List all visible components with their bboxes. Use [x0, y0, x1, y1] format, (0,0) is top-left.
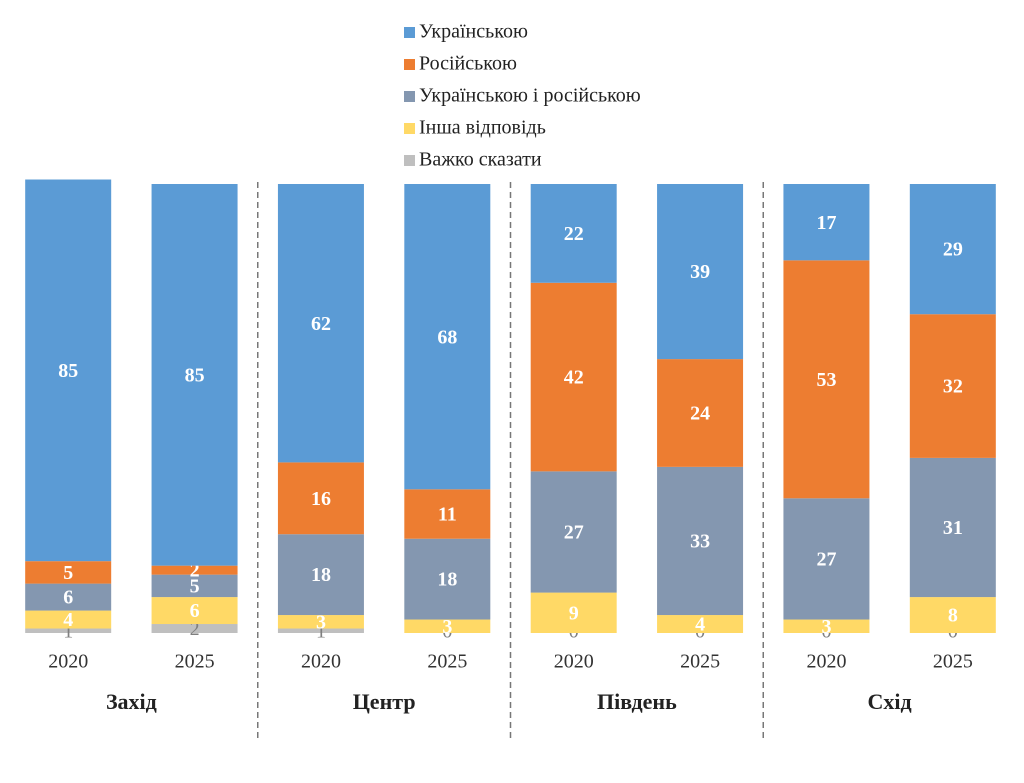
- data-label: 6: [63, 587, 73, 609]
- data-label: 32: [943, 376, 963, 398]
- bar-segment: [277, 628, 364, 633]
- legend-swatch: [404, 59, 415, 70]
- data-label: 8: [948, 605, 958, 627]
- bar-segment: [404, 538, 491, 620]
- bar-segment: [530, 184, 617, 283]
- x-tick-label: 2025: [427, 651, 467, 673]
- legend-label: Важко сказати: [419, 149, 542, 171]
- data-label: 5: [63, 562, 73, 584]
- x-tick-label: 2020: [48, 651, 88, 673]
- x-tick-label: 2025: [175, 651, 215, 673]
- data-label: 85: [185, 364, 205, 386]
- bar-segment: [277, 462, 364, 535]
- data-label: 31: [943, 517, 963, 539]
- data-label: 33: [690, 531, 710, 553]
- bar-segment: [25, 610, 112, 629]
- bar-segment: [404, 619, 491, 633]
- bar-segment: [277, 615, 364, 629]
- bar-segment: [404, 184, 491, 490]
- data-label: 4: [63, 609, 73, 631]
- bar-segment: [909, 184, 996, 315]
- bar-segment: [783, 260, 870, 499]
- group-label: Центр: [353, 689, 416, 714]
- x-tick-label: 2020: [806, 651, 846, 673]
- x-tick-label: 2020: [301, 651, 341, 673]
- bar-segment: [25, 179, 112, 562]
- data-label: 4: [695, 614, 705, 636]
- data-label: 3: [442, 616, 452, 638]
- bar-segment: [151, 624, 238, 633]
- data-label: 3: [316, 611, 326, 633]
- bar-segment: [25, 561, 112, 584]
- data-label: 3: [821, 616, 831, 638]
- bar-segment: [151, 574, 238, 598]
- bar-segment: [530, 592, 617, 633]
- legend-swatch: [404, 123, 415, 134]
- bar-segment: [277, 534, 364, 616]
- data-label: 18: [311, 564, 331, 586]
- data-label: 85: [58, 360, 78, 382]
- legend-swatch: [404, 91, 415, 102]
- data-label: 18: [437, 569, 457, 591]
- bar-segment: [25, 628, 112, 633]
- bar-segment: [404, 489, 491, 539]
- data-label: 2: [190, 618, 200, 640]
- legend-label: Інша відповідь: [419, 117, 546, 139]
- data-label: 53: [816, 369, 836, 391]
- bar-segment: [151, 184, 238, 566]
- group-label: Схід: [868, 689, 912, 714]
- bar-segment: [530, 471, 617, 593]
- data-label: 11: [438, 504, 457, 526]
- data-label: 6: [190, 600, 200, 622]
- data-label: 62: [311, 313, 331, 335]
- data-label: 2: [190, 560, 200, 582]
- bar-segment: [783, 184, 870, 261]
- legend-label: Українською: [419, 21, 528, 43]
- data-label: 27: [564, 522, 584, 544]
- data-label: 29: [943, 239, 963, 261]
- bar-segment: [657, 184, 744, 360]
- bar-segment: [25, 583, 112, 611]
- data-label: 17: [816, 212, 836, 234]
- legend-label: Українською і російською: [419, 85, 641, 107]
- data-label: 24: [690, 403, 710, 425]
- data-label: 1: [316, 620, 326, 642]
- data-label: 5: [190, 575, 200, 597]
- bar-segment: [657, 466, 744, 616]
- data-label: 27: [816, 549, 836, 571]
- bar-segment: [909, 597, 996, 633]
- bar-segment: [909, 457, 996, 598]
- data-label: 22: [564, 223, 584, 245]
- legend-swatch: [404, 27, 415, 38]
- data-label: 68: [437, 326, 457, 348]
- x-tick-label: 2025: [933, 651, 973, 673]
- bar-segment: [657, 615, 744, 633]
- group-label: Південь: [597, 689, 677, 714]
- legend-label: Російською: [419, 53, 517, 75]
- data-label: 9: [569, 602, 579, 624]
- bar-segment: [151, 565, 238, 575]
- data-label: 39: [690, 261, 710, 283]
- data-label: 1: [63, 620, 73, 642]
- bar-segment: [151, 597, 238, 625]
- x-tick-label: 2025: [680, 651, 720, 673]
- data-label: 42: [564, 367, 584, 389]
- x-tick-label: 2020: [554, 651, 594, 673]
- legend-swatch: [404, 155, 415, 166]
- data-label: 16: [311, 488, 331, 510]
- bar-segment: [657, 359, 744, 467]
- group-label: Захід: [106, 689, 157, 714]
- bar-segment: [783, 619, 870, 633]
- bar-segment: [909, 314, 996, 458]
- bar-segment: [530, 282, 617, 472]
- bar-segment: [277, 184, 364, 463]
- bar-segment: [783, 498, 870, 620]
